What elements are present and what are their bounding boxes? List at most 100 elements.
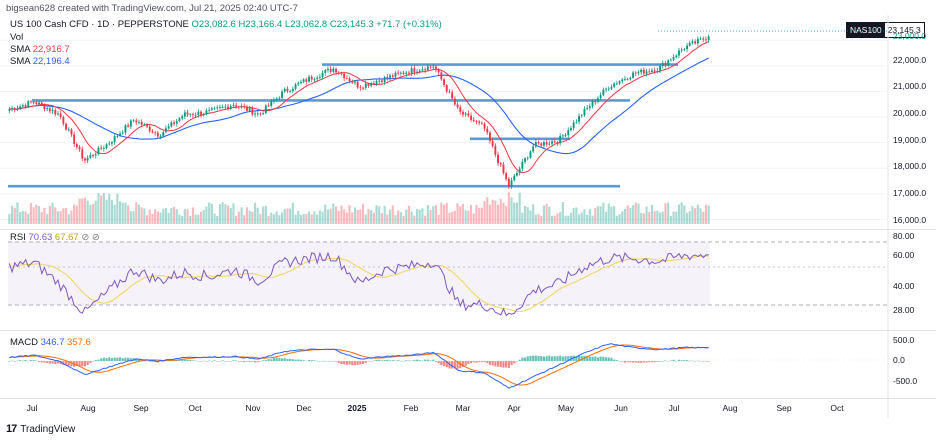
pane-separator-rsi[interactable] [0, 229, 936, 230]
volume-bar [351, 212, 354, 224]
pane-separator-macd[interactable] [0, 330, 936, 331]
volume-bar [626, 205, 629, 224]
candle-body [516, 172, 518, 176]
candle-body [97, 147, 100, 155]
volume-bar [313, 211, 316, 224]
volume-bar [216, 215, 219, 224]
candle-body [140, 121, 143, 125]
volume-bar [505, 205, 508, 224]
candle-body [386, 76, 389, 78]
candle-body [194, 114, 197, 116]
volume-bar [461, 203, 465, 224]
macd-histogram-bar [267, 359, 270, 362]
macd-histogram-bar [283, 358, 286, 362]
macd-histogram-bar [202, 360, 205, 362]
candle-body [146, 124, 148, 127]
macd-histogram-bar [669, 360, 672, 362]
tradingview-logo-icon: 17 [6, 423, 17, 435]
volume-bar [691, 206, 694, 224]
candle-body [259, 113, 262, 115]
macd-axis-label: 0.0 [893, 355, 905, 365]
macd-histogram-bar [51, 361, 54, 364]
candle-body [518, 168, 521, 173]
time-axis-label: Jul [668, 403, 680, 413]
macd-histogram-bar [224, 361, 227, 362]
price-axis-label: 21,000.0 [893, 81, 927, 91]
macd-histogram-bar [367, 361, 370, 362]
volume-bar [572, 208, 575, 224]
volume-bar [499, 198, 502, 224]
volume-bar [299, 214, 303, 224]
candle-body [316, 77, 319, 80]
candle-body [513, 175, 516, 181]
macd-histogram-bar [27, 360, 30, 362]
price-axis-label: 22,000.0 [893, 55, 927, 65]
volume-bar [172, 206, 176, 224]
candle-body [494, 146, 497, 155]
rsi-legend[interactable]: RSI 70.63 67.67 ⊘ ⊘ [10, 232, 100, 243]
candle-body [116, 136, 119, 137]
candle-body [389, 75, 391, 78]
price-axis-label: 16,000.0 [893, 215, 927, 225]
volume-bar [81, 198, 84, 224]
volume-bar [178, 214, 181, 224]
candle-body [354, 81, 356, 83]
macd-histogram-bar [378, 359, 381, 362]
macd-histogram-bar [199, 361, 203, 362]
macd-histogram-bar [575, 356, 578, 362]
vol-legend[interactable]: Vol [10, 32, 24, 43]
candle-body [437, 69, 440, 73]
macd-histogram-bar [469, 361, 473, 364]
volume-bar [170, 207, 173, 224]
macd-histogram-bar [83, 361, 87, 367]
price-axis-label: 20,000.0 [893, 108, 927, 118]
candle-body [210, 108, 213, 110]
macd-histogram-bar [640, 361, 643, 363]
candle-body [170, 122, 173, 127]
tradingview-footer[interactable]: 17 TradingView [6, 423, 75, 435]
candle-body [173, 122, 175, 124]
macd-histogram-bar [653, 361, 656, 363]
time-axis-label: Nov [245, 403, 261, 413]
macd-histogram-bar [67, 361, 70, 366]
candle-body [40, 102, 43, 105]
candle-body [534, 142, 537, 147]
volume-bar [208, 202, 211, 224]
volume-bar [559, 211, 562, 224]
volume-bar [413, 215, 416, 224]
candle-body [521, 161, 524, 169]
hidden-eye-icon[interactable]: ⊘ ⊘ [81, 232, 100, 243]
macd-histogram-bar [453, 361, 456, 369]
macd-histogram-bar [97, 359, 100, 362]
candle-body [413, 68, 416, 73]
candle-body [221, 106, 224, 108]
candle-body [696, 38, 699, 44]
macd-legend[interactable]: MACD 346.7 357.6 [10, 337, 91, 348]
macd-histogram-bar [467, 361, 470, 364]
candle-body [659, 66, 661, 71]
volume-bar [272, 214, 276, 224]
sma-slow-legend[interactable]: SMA 22,196.4 [10, 56, 70, 67]
volume-bar [607, 203, 610, 224]
candle-body [686, 45, 688, 50]
volume-bar [564, 215, 567, 224]
macd-histogram-bar [197, 361, 200, 362]
macd-histogram-bar [548, 355, 551, 362]
macd-histogram-bar [515, 361, 519, 362]
candle-body [227, 106, 229, 109]
candle-body [129, 120, 132, 127]
candle-body [588, 106, 591, 108]
volume-bar [364, 214, 367, 224]
candle-body [702, 38, 705, 40]
volume-bar [634, 202, 637, 224]
candle-body [586, 107, 589, 109]
macd-line [9, 343, 709, 389]
volume-bar [51, 202, 54, 224]
support-resistance-lines[interactable] [8, 63, 678, 188]
macd-histogram-bar [475, 361, 478, 363]
time-axis-label: Sep [133, 403, 149, 413]
sma-fast-legend[interactable]: SMA 22,916.7 [10, 44, 70, 55]
instrument-title[interactable]: US 100 Cash CFD · 1D · PEPPERSTONE O23,0… [10, 19, 442, 30]
macd-histogram-bar [326, 361, 330, 362]
